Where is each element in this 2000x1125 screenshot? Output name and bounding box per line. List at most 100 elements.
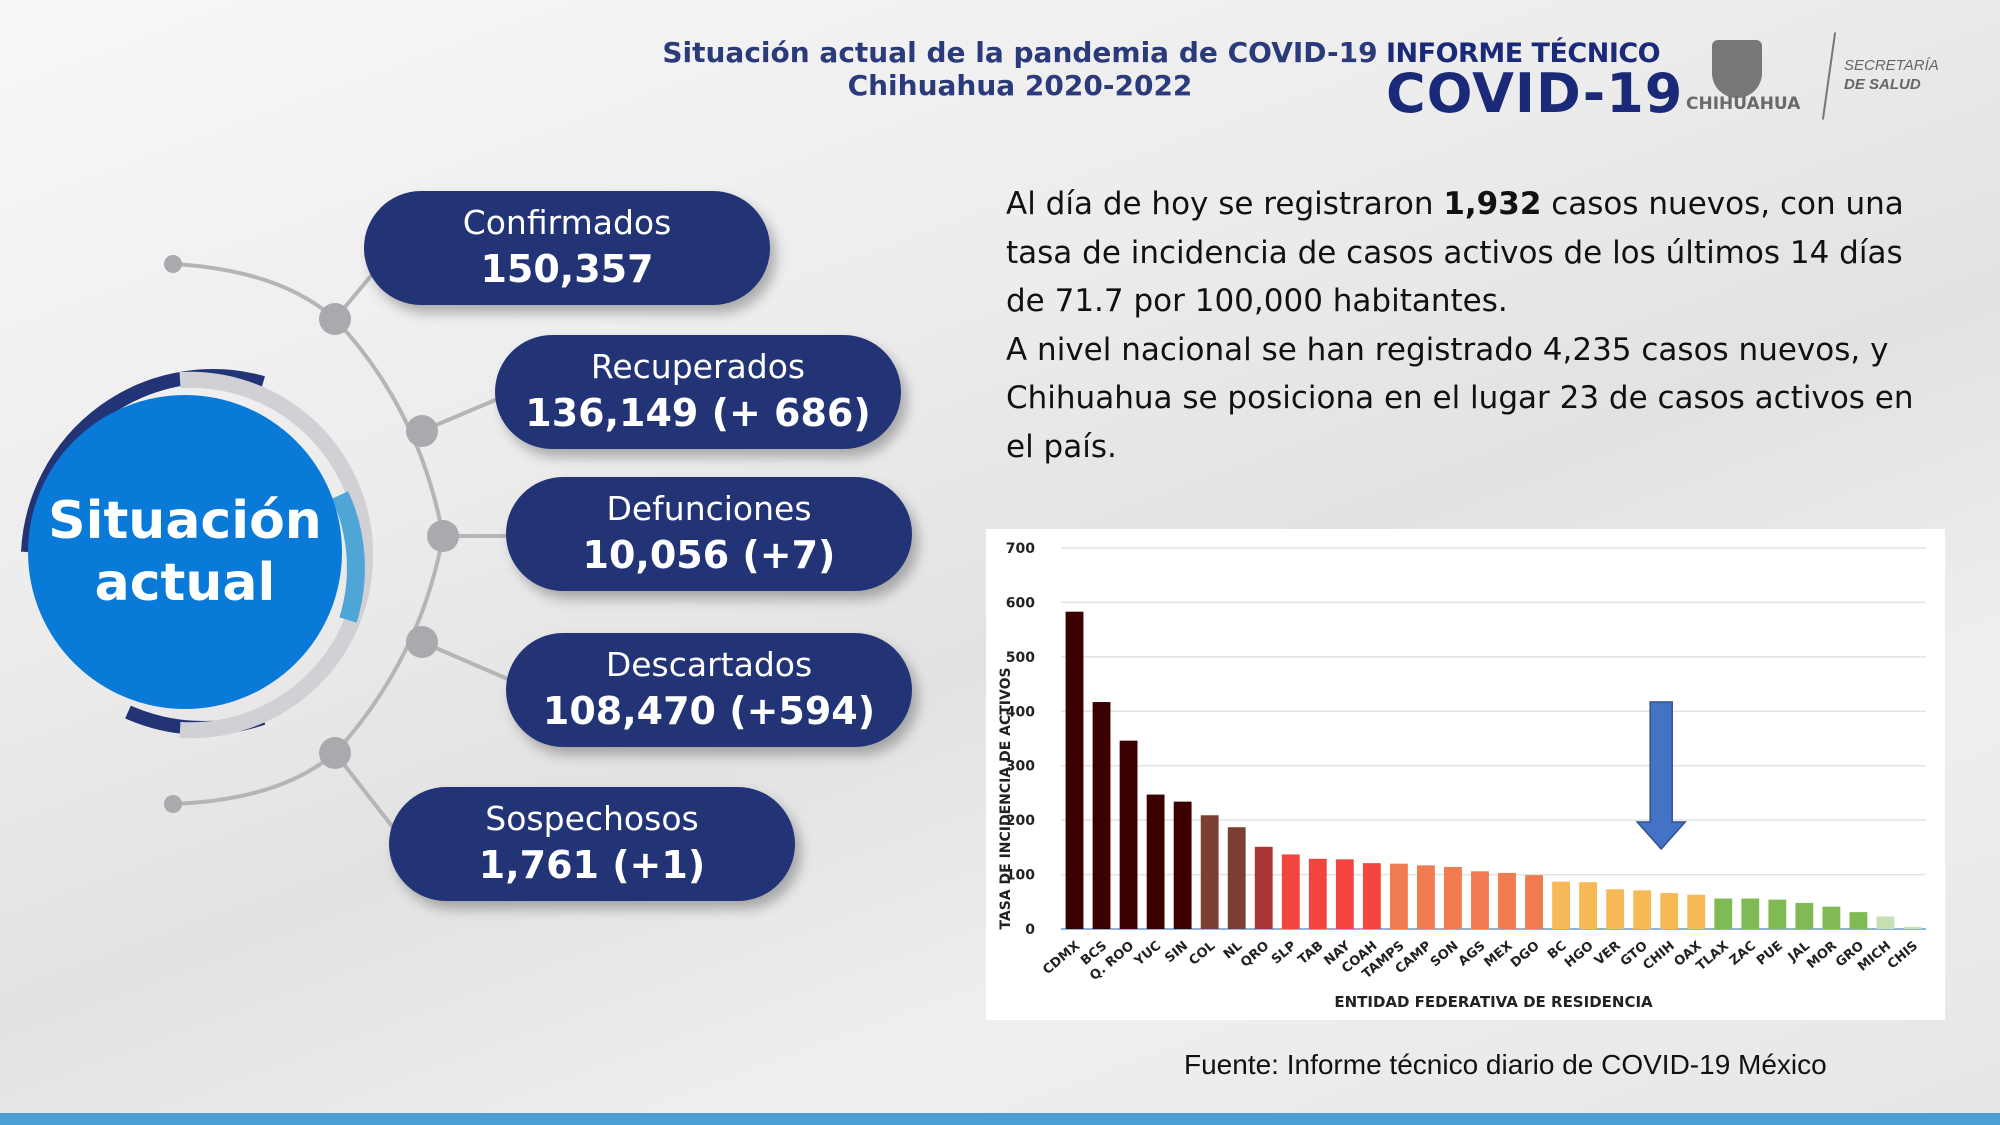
chihuahua-shield-icon xyxy=(1712,40,1762,98)
node-dot xyxy=(319,737,351,769)
x-tick-label: MOR xyxy=(1804,939,1840,972)
hub-line1: Situación xyxy=(48,491,322,551)
stat-sospechosos: Sospechosos 1,761 (+1) xyxy=(389,787,795,901)
x-tick-label: SIN xyxy=(1162,939,1191,967)
logo-line1: INFORME TÉCNICO xyxy=(1386,38,1661,69)
x-tick-label: AGS xyxy=(1456,939,1489,970)
stat-label: Recuperados xyxy=(590,347,806,386)
node-dot xyxy=(427,520,459,552)
bar-jal xyxy=(1795,902,1814,929)
summary-text: Al día de hoy se registraron 1,932 casos… xyxy=(1006,180,1946,471)
x-tick-label: CDMX xyxy=(1040,939,1083,978)
bar-coah xyxy=(1362,863,1381,929)
bar-mor xyxy=(1822,906,1841,929)
y-tick-label: 100 xyxy=(1006,868,1035,884)
stat-value: 136,149 (+ 686) xyxy=(525,391,871,435)
bar-cdmx xyxy=(1065,611,1084,929)
stat-value: 108,470 (+594) xyxy=(542,689,876,733)
bottom-bar xyxy=(0,1113,2000,1125)
ring-grey xyxy=(179,371,374,739)
sec-line1: SECRETARÍA xyxy=(1844,57,1939,74)
y-tick-label: 400 xyxy=(1006,704,1035,720)
source-note: Fuente: Informe técnico diario de COVID-… xyxy=(1184,1049,1827,1080)
informe-tecnico-logo: INFORME TÉCNICO COVID-19 xyxy=(1386,38,1684,125)
bar-ags xyxy=(1471,871,1489,929)
y-axis-label: TASA DE INCIDENCIA DE ACTIVOS xyxy=(998,667,1014,929)
bar-chis xyxy=(1903,926,1922,929)
bar-slp xyxy=(1281,854,1300,929)
x-tick-label: VER xyxy=(1592,939,1624,969)
new-cases-count: 1,932 xyxy=(1443,186,1542,222)
x-tick-label: QRO xyxy=(1238,939,1272,971)
secretaria-salud-logo: SECRETARÍA DE SALUD xyxy=(1844,56,1939,94)
stat-descartados: Descartados 108,470 (+594) xyxy=(506,633,912,747)
y-tick-label: 200 xyxy=(1006,813,1035,829)
bar-pue xyxy=(1768,899,1787,929)
title-line1: Situación actual de la pandemia de COVID… xyxy=(662,36,1378,69)
bar-sin xyxy=(1173,801,1192,929)
summary-p2: A nivel nacional se han registrado 4,235… xyxy=(1006,331,1914,465)
y-tick-label: 0 xyxy=(1025,922,1035,938)
node-dot xyxy=(406,415,438,447)
stat-defunciones: Defunciones 10,056 (+7) xyxy=(506,477,912,591)
stat-label: Sospechosos xyxy=(485,799,699,838)
x-tick-label: CHIS xyxy=(1885,939,1921,973)
node-dot xyxy=(164,255,182,273)
stat-label: Confirmados xyxy=(462,203,672,242)
bar-col xyxy=(1200,815,1219,929)
bar-mich xyxy=(1876,916,1895,929)
bar-gro xyxy=(1849,912,1868,929)
stat-value: 10,056 (+7) xyxy=(582,533,836,577)
node-dot xyxy=(164,795,182,813)
logo-line2: COVID-19 xyxy=(1386,62,1684,125)
bar-mex xyxy=(1498,872,1516,929)
bar-ver xyxy=(1606,889,1625,929)
sec-line2: DE SALUD xyxy=(1844,76,1921,93)
x-tick-label: COL xyxy=(1186,939,1218,969)
x-tick-label: SON xyxy=(1428,939,1462,971)
x-tick-label: PUE xyxy=(1754,939,1786,969)
connector-diagram xyxy=(21,255,511,832)
incidence-chart: 0 100 200 300 400 500 600 700 CDMX BCS Q. ROO YUC SI… xyxy=(986,529,1945,1020)
bar-tlax xyxy=(1714,898,1733,929)
stat-value: 150,357 xyxy=(480,247,654,291)
x-tick-label: ZAC xyxy=(1727,939,1759,969)
x-tick-label: MEX xyxy=(1482,939,1516,971)
y-tick-label: 300 xyxy=(1006,759,1035,775)
hub-line2: actual xyxy=(94,553,276,613)
y-tick-label: 600 xyxy=(1006,595,1035,611)
x-tick-label: TAB xyxy=(1295,939,1326,968)
situacion-actual-hub: Situación actual xyxy=(28,395,342,709)
bar-zac xyxy=(1741,898,1760,929)
bar-nl xyxy=(1227,827,1246,929)
y-tick-label: 700 xyxy=(1006,541,1035,557)
bar-dgo xyxy=(1525,875,1543,929)
bar-son xyxy=(1444,866,1462,929)
bar-oax xyxy=(1687,894,1706,929)
x-tick-label: YUC xyxy=(1131,939,1164,970)
node-dot xyxy=(319,303,351,335)
bar-camp xyxy=(1417,865,1435,929)
bar-qro xyxy=(1254,846,1273,929)
bar-chih xyxy=(1660,893,1679,929)
bar-bc xyxy=(1552,881,1570,929)
p1-pre: Al día de hoy se registraron xyxy=(1006,186,1444,222)
stat-label: Descartados xyxy=(605,645,813,684)
y-tick-label: 500 xyxy=(1006,650,1035,666)
bar-bcs xyxy=(1092,702,1111,929)
stat-label: Defunciones xyxy=(606,489,812,528)
chihuahua-logo-text: CHIHUAHUA xyxy=(1686,94,1801,114)
stat-confirmados: Confirmados 150,357 xyxy=(364,191,770,305)
bar-tamps xyxy=(1389,863,1408,929)
bar-hgo xyxy=(1579,882,1598,929)
x-tick-label: DGO xyxy=(1508,939,1543,971)
bar-nay xyxy=(1335,859,1354,929)
stat-value: 1,761 (+1) xyxy=(478,843,706,887)
logo-divider xyxy=(1821,32,1837,120)
p1-post: casos nuevos, con una tasa de incidencia… xyxy=(1006,186,1904,319)
ring-arc-light xyxy=(331,491,365,623)
x-tick-label: CHIH xyxy=(1640,939,1677,974)
bar-tab xyxy=(1308,858,1327,929)
bar-yuc xyxy=(1146,794,1165,929)
